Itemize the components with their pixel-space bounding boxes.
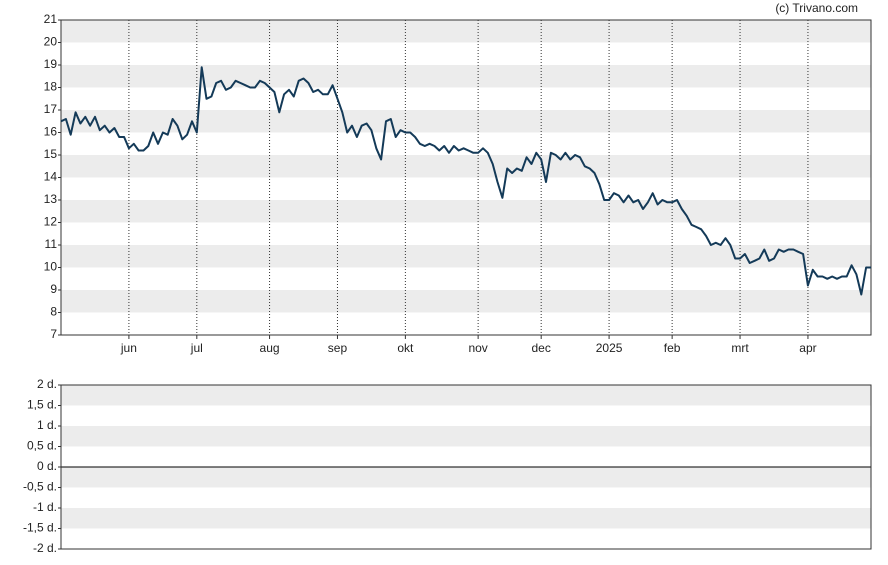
grid-band — [61, 290, 871, 313]
grid-band — [61, 20, 871, 43]
y-tick-label: 9 — [50, 282, 57, 296]
y-tick-label: 12 — [44, 215, 58, 229]
y-tick-label: 7 — [50, 327, 57, 341]
plot-frame — [60, 384, 872, 550]
y-tick-label: -1,5 d. — [23, 521, 57, 535]
y-tick-label: -0,5 d. — [23, 480, 57, 494]
y-tick-label: 10 — [44, 260, 58, 274]
x-tick-label: feb — [664, 341, 681, 355]
y-tick-label: 18 — [44, 80, 58, 94]
x-tick-label: nov — [468, 341, 487, 355]
y-tick-label: 20 — [44, 35, 58, 49]
x-tick-label: jul — [190, 341, 203, 355]
grid-band — [61, 245, 871, 268]
plot-frame — [60, 19, 872, 336]
grid-band — [61, 200, 871, 223]
grid-band — [61, 65, 871, 88]
y-tick-label: -1 d. — [33, 500, 57, 514]
y-tick-label: 11 — [45, 237, 58, 251]
x-tick-label: aug — [260, 341, 280, 355]
grid-band — [61, 467, 871, 488]
y-tick-label: 1,5 d. — [27, 398, 57, 412]
y-tick-label: 13 — [44, 192, 58, 206]
price-line — [60, 66, 871, 296]
x-tick-label: apr — [799, 341, 816, 355]
y-tick-label: 21 — [44, 12, 58, 26]
grid-band — [61, 508, 871, 529]
x-tick-label: 2025 — [596, 341, 623, 355]
x-tick-label: dec — [531, 341, 550, 355]
y-tick-label: 2 d. — [37, 377, 57, 391]
y-tick-label: -2 d. — [33, 541, 57, 555]
y-tick-label: 8 — [50, 305, 57, 319]
y-tick-label: 19 — [44, 57, 58, 71]
x-tick-label: mrt — [731, 341, 749, 355]
y-tick-label: 0,5 d. — [27, 439, 57, 453]
y-tick-label: 0 d. — [37, 459, 57, 473]
grid-band — [61, 110, 871, 133]
y-tick-label: 15 — [44, 147, 58, 161]
grid-band — [61, 155, 871, 178]
grid-band — [61, 426, 871, 447]
x-tick-label: jun — [120, 341, 137, 355]
y-tick-label: 14 — [44, 170, 58, 184]
y-tick-label: 1 d. — [37, 418, 57, 432]
y-tick-label: 16 — [44, 125, 58, 139]
grid-band — [61, 385, 871, 406]
x-tick-label: sep — [328, 341, 348, 355]
y-tick-label: 17 — [44, 102, 58, 116]
x-tick-label: okt — [397, 341, 414, 355]
attribution: (c) Trivano.com — [775, 1, 858, 15]
